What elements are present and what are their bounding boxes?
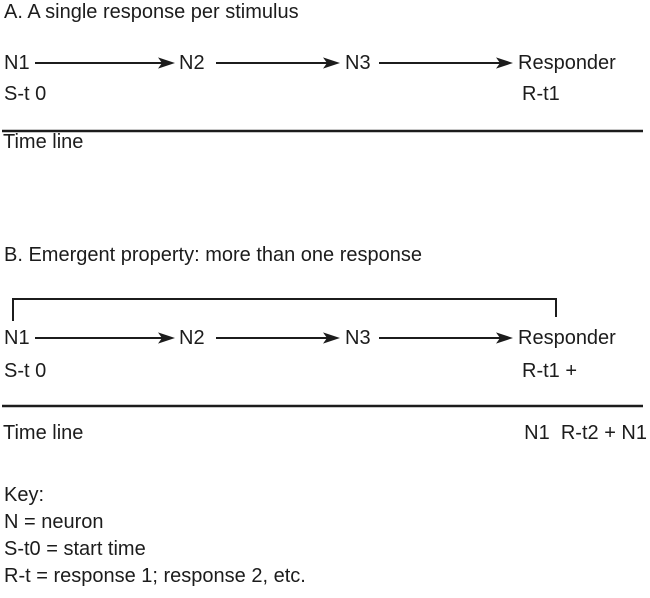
key-heading: Key: (4, 484, 45, 506)
arrowhead-b-n3-responder (496, 332, 513, 344)
label-a-stimulus-time: S-t 0 (4, 83, 47, 105)
key-entry-response: R-t = response 1; response 2, etc. (4, 565, 306, 587)
node-b-n2: N2 (179, 327, 205, 349)
node-b-n3: N3 (345, 327, 371, 349)
timeline-a-label: Time line (3, 131, 84, 153)
feedback-bracket (12, 298, 557, 321)
label-a-response-time: R-t1 (522, 83, 560, 105)
label-b-response-time: R-t1 + (522, 360, 578, 382)
arrowhead-b-n2-n3 (323, 332, 340, 344)
key-entry-start-time: S-t0 = start time (4, 538, 146, 560)
node-b-responder: Responder (518, 327, 616, 349)
node-a-n2: N2 (179, 52, 205, 74)
arrowhead-a-n1-n2 (158, 57, 175, 69)
node-a-n3: N3 (345, 52, 371, 74)
node-b-n1: N1 (4, 327, 30, 349)
arrowhead-b-n1-n2 (158, 332, 175, 344)
label-b-stimulus-time: S-t 0 (4, 360, 47, 382)
timeline-b-right-label: N1 R-t2 + N1 (524, 422, 647, 444)
section-a-title: A. A single response per stimulus (4, 1, 299, 23)
key-entry-neuron: N = neuron (4, 511, 104, 533)
node-a-responder: Responder (518, 52, 616, 74)
node-a-n1: N1 (4, 52, 30, 74)
arrowhead-a-n2-n3 (323, 57, 340, 69)
arrowhead-a-n3-responder (496, 57, 513, 69)
timeline-b-label: Time line (3, 422, 84, 444)
section-b-title: B. Emergent property: more than one resp… (4, 244, 423, 266)
